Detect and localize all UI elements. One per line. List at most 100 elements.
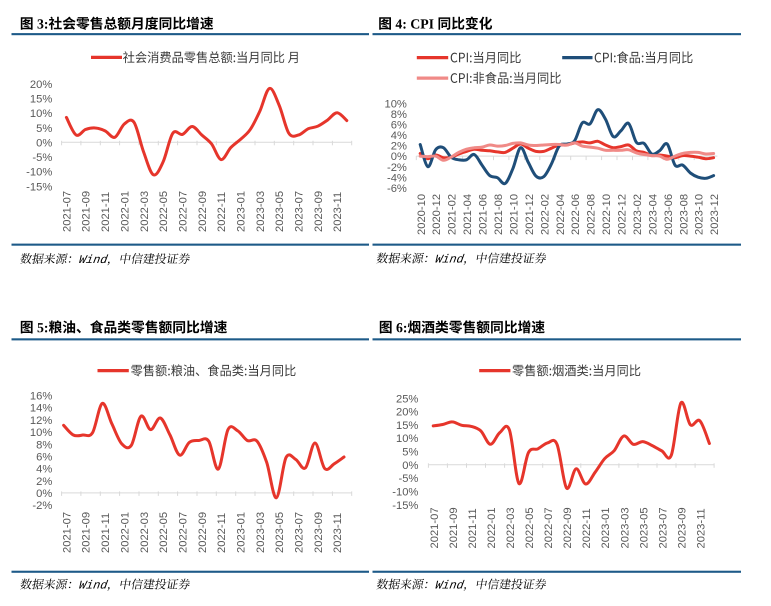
svg-text:2022-09: 2022-09 bbox=[197, 191, 209, 232]
svg-text:2%: 2% bbox=[36, 476, 52, 488]
svg-text:2021-08: 2021-08 bbox=[493, 194, 505, 235]
svg-text:2022-05: 2022-05 bbox=[158, 512, 170, 553]
svg-text:2020-10: 2020-10 bbox=[416, 194, 428, 235]
svg-text:8%: 8% bbox=[391, 109, 407, 121]
svg-text:20%: 20% bbox=[396, 407, 418, 419]
svg-text:-10%: -10% bbox=[26, 167, 52, 179]
svg-text:2022-01: 2022-01 bbox=[119, 191, 131, 232]
svg-text:2021-09: 2021-09 bbox=[81, 191, 93, 232]
svg-text:2020-12: 2020-12 bbox=[431, 194, 443, 235]
svg-text:2023-11: 2023-11 bbox=[332, 192, 344, 232]
svg-text:2022-07: 2022-07 bbox=[543, 507, 555, 548]
svg-text:2022-10: 2022-10 bbox=[601, 194, 613, 235]
svg-text:2023-10: 2023-10 bbox=[694, 194, 706, 235]
svg-text:2023-02: 2023-02 bbox=[632, 194, 644, 235]
svg-text:2022-05: 2022-05 bbox=[158, 191, 170, 232]
svg-text:2023-09: 2023-09 bbox=[313, 191, 325, 232]
svg-text:2023-03: 2023-03 bbox=[619, 507, 631, 548]
svg-text:4%: 4% bbox=[36, 464, 52, 476]
svg-text:2022-02: 2022-02 bbox=[539, 194, 551, 235]
svg-text:2022-11: 2022-11 bbox=[581, 508, 593, 548]
svg-text:16%: 16% bbox=[30, 391, 52, 403]
svg-text:2022-12: 2022-12 bbox=[617, 194, 629, 235]
svg-text:0%: 0% bbox=[36, 137, 52, 149]
svg-text:2022-09: 2022-09 bbox=[562, 507, 574, 548]
svg-text:2022-07: 2022-07 bbox=[177, 191, 189, 232]
svg-text:2022-11: 2022-11 bbox=[216, 513, 228, 553]
svg-text:-5%: -5% bbox=[32, 152, 52, 164]
svg-text:12%: 12% bbox=[30, 415, 52, 427]
svg-text:2022-05: 2022-05 bbox=[524, 507, 536, 548]
svg-text:2021-07: 2021-07 bbox=[61, 512, 73, 553]
svg-text:10%: 10% bbox=[396, 433, 418, 445]
svg-text:4%: 4% bbox=[391, 130, 407, 142]
svg-text:2023-09: 2023-09 bbox=[677, 507, 689, 548]
svg-text:2023-01: 2023-01 bbox=[600, 507, 612, 548]
svg-text:2023-01: 2023-01 bbox=[236, 512, 248, 553]
svg-text:6%: 6% bbox=[36, 452, 52, 464]
svg-text:2021-07: 2021-07 bbox=[429, 507, 441, 548]
svg-text:2021-11: 2021-11 bbox=[100, 513, 112, 553]
svg-text:-2%: -2% bbox=[387, 162, 407, 174]
svg-text:2022-01: 2022-01 bbox=[486, 507, 498, 548]
svg-text:2023-01: 2023-01 bbox=[236, 191, 248, 232]
svg-text:15%: 15% bbox=[30, 94, 52, 106]
svg-text:2021-12: 2021-12 bbox=[524, 194, 536, 235]
svg-text:2022-04: 2022-04 bbox=[555, 194, 567, 235]
svg-text:2021-11: 2021-11 bbox=[467, 508, 479, 548]
svg-text:2022-09: 2022-09 bbox=[197, 512, 209, 553]
svg-text:2022-03: 2022-03 bbox=[139, 512, 151, 553]
svg-text:0%: 0% bbox=[391, 151, 407, 163]
svg-text:6%: 6% bbox=[391, 120, 407, 132]
svg-text:2021-09: 2021-09 bbox=[81, 512, 93, 553]
svg-text:2023-07: 2023-07 bbox=[294, 512, 306, 553]
svg-text:2023-03: 2023-03 bbox=[255, 191, 267, 232]
svg-text:-15%: -15% bbox=[392, 500, 418, 512]
svg-text:2023-04: 2023-04 bbox=[647, 194, 659, 235]
svg-text:-15%: -15% bbox=[26, 181, 52, 193]
svg-text:2022-03: 2022-03 bbox=[139, 191, 151, 232]
svg-text:2023-11: 2023-11 bbox=[696, 508, 708, 548]
svg-text:2022-08: 2022-08 bbox=[586, 194, 598, 235]
svg-text:2023-08: 2023-08 bbox=[678, 194, 690, 235]
svg-text:2023-11: 2023-11 bbox=[332, 513, 344, 553]
svg-text:-10%: -10% bbox=[392, 487, 418, 499]
svg-text:-2%: -2% bbox=[32, 500, 52, 512]
svg-text:2022-01: 2022-01 bbox=[119, 512, 131, 553]
svg-text:2022-06: 2022-06 bbox=[570, 194, 582, 235]
svg-text:2023-09: 2023-09 bbox=[313, 512, 325, 553]
svg-text:15%: 15% bbox=[396, 420, 418, 432]
svg-text:20%: 20% bbox=[30, 79, 52, 91]
svg-text:8%: 8% bbox=[36, 439, 52, 451]
svg-text:10%: 10% bbox=[30, 427, 52, 439]
svg-text:0%: 0% bbox=[36, 488, 52, 500]
svg-text:2021-11: 2021-11 bbox=[100, 192, 112, 232]
svg-text:2023-06: 2023-06 bbox=[663, 194, 675, 235]
svg-text:2023-05: 2023-05 bbox=[274, 191, 286, 232]
svg-text:-6%: -6% bbox=[387, 183, 407, 195]
svg-text:0%: 0% bbox=[402, 460, 418, 472]
svg-text:2021-06: 2021-06 bbox=[478, 194, 490, 235]
svg-text:10%: 10% bbox=[384, 98, 406, 110]
svg-text:2021-09: 2021-09 bbox=[448, 507, 460, 548]
svg-text:2%: 2% bbox=[391, 141, 407, 153]
svg-text:2022-11: 2022-11 bbox=[216, 192, 228, 232]
svg-text:2021-07: 2021-07 bbox=[61, 191, 73, 232]
svg-text:5%: 5% bbox=[402, 447, 418, 459]
svg-text:-5%: -5% bbox=[398, 473, 418, 485]
svg-text:2021-04: 2021-04 bbox=[462, 194, 474, 235]
svg-text:25%: 25% bbox=[396, 393, 418, 405]
svg-text:2023-03: 2023-03 bbox=[255, 512, 267, 553]
svg-text:2023-12: 2023-12 bbox=[709, 194, 721, 235]
svg-text:2022-03: 2022-03 bbox=[505, 507, 517, 548]
svg-text:2021-02: 2021-02 bbox=[447, 194, 459, 235]
svg-text:2022-07: 2022-07 bbox=[177, 512, 189, 553]
svg-text:2021-10: 2021-10 bbox=[508, 194, 520, 235]
svg-text:10%: 10% bbox=[30, 108, 52, 120]
svg-text:14%: 14% bbox=[30, 403, 52, 415]
svg-text:2023-05: 2023-05 bbox=[638, 507, 650, 548]
svg-text:2023-07: 2023-07 bbox=[294, 191, 306, 232]
svg-text:2023-07: 2023-07 bbox=[657, 507, 669, 548]
svg-text:-4%: -4% bbox=[387, 172, 407, 184]
svg-text:2023-05: 2023-05 bbox=[274, 512, 286, 553]
